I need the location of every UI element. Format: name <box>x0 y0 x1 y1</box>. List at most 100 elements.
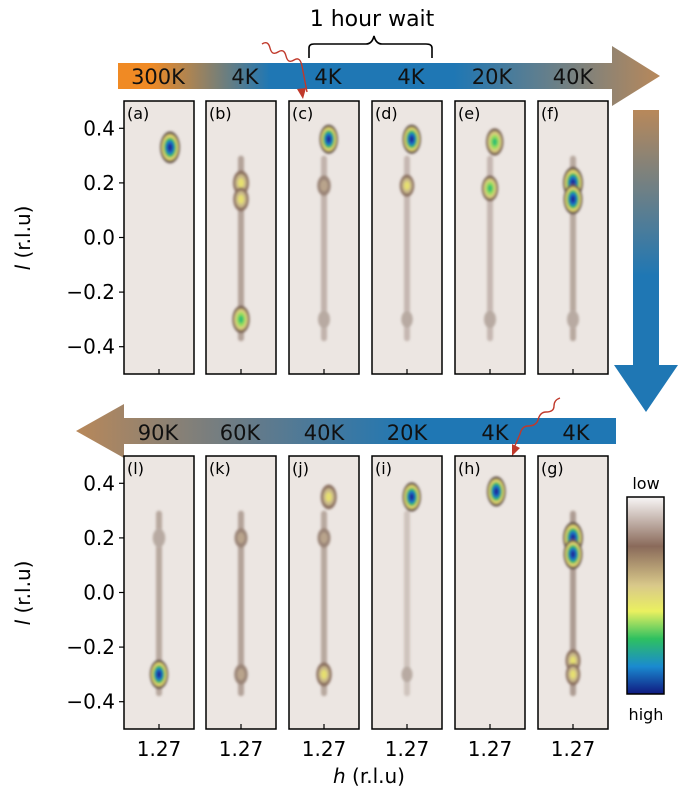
streak <box>238 510 244 697</box>
peak <box>152 528 166 548</box>
y-tick-label: −0.2 <box>66 635 115 659</box>
panel-label: (k) <box>209 459 231 478</box>
peak <box>238 315 244 324</box>
panel-e: (e) <box>454 100 526 375</box>
peak <box>320 532 328 544</box>
x-tick-label: 1.27 <box>551 737 596 761</box>
wait-label: 1 hour wait <box>310 7 435 32</box>
y-tick-label: −0.4 <box>66 690 115 714</box>
streak <box>321 155 327 342</box>
bottom-temp-4: 20K <box>387 421 429 445</box>
panel-label: (i) <box>375 459 392 478</box>
panel-c: (c) <box>288 100 360 375</box>
panel-d: (d) <box>371 100 443 375</box>
bottom-temp-5: 4K <box>481 421 509 445</box>
streak <box>404 155 410 342</box>
streak <box>404 510 410 697</box>
panel-a: (a) 0.4 0.2 0.0 −0.2 −0.4 <box>66 100 195 375</box>
streak <box>487 155 493 342</box>
panel-l: (l) 1.27 0.4 0.2 0.0 −0.2 −0.4 <box>66 455 195 761</box>
top-temp-1: 300K <box>131 65 186 89</box>
peak <box>320 179 328 192</box>
bottom-temp-1: 90K <box>138 421 180 445</box>
down-arrow <box>614 110 678 412</box>
panel-label: (c) <box>292 104 313 123</box>
panel-label: (e) <box>458 104 480 123</box>
stimulus-arrow-top <box>261 41 308 99</box>
bottom-temperature-arrow: 90K 60K 40K 20K 4K 4K <box>76 404 616 458</box>
peak <box>484 310 496 329</box>
bottom-temp-2: 60K <box>220 421 262 445</box>
y-axis-title-top: l (r.l.u) <box>11 206 35 271</box>
top-temp-4: 4K <box>397 65 425 89</box>
y-tick-label: 0.0 <box>83 226 115 250</box>
bottom-temp-6: 4K <box>562 421 590 445</box>
panel-label: (g) <box>541 459 564 478</box>
peak <box>409 135 414 143</box>
peak <box>318 310 330 329</box>
peak <box>409 493 414 501</box>
panel-i: (i) 1.27 <box>371 455 443 761</box>
panel-background <box>124 101 194 374</box>
panels: (a) 0.4 0.2 0.0 −0.2 −0.4 (b) (c) (d) (e) (f) (g) 1.… <box>66 100 609 761</box>
peak <box>237 532 245 544</box>
peak <box>237 178 245 188</box>
panel-h: (h) 1.27 <box>454 455 526 761</box>
panel-k: (k) 1.27 <box>205 455 277 761</box>
y-tick-label: 0.4 <box>83 471 115 495</box>
colorbar-low-label: low <box>632 474 659 493</box>
x-tick-label: 1.27 <box>137 737 182 761</box>
panel-label: (l) <box>127 459 144 478</box>
x-tick-label: 1.27 <box>219 737 264 761</box>
x-tick-label: 1.27 <box>385 737 430 761</box>
peak <box>570 656 576 666</box>
colorbar: low high <box>626 474 665 724</box>
peak <box>570 550 576 558</box>
x-tick-label: 1.27 <box>468 737 513 761</box>
y-tick-label: 0.4 <box>83 116 115 140</box>
y-tick-label: 0.2 <box>83 526 115 550</box>
peak <box>237 668 245 681</box>
y-tick-label: 0.2 <box>83 171 115 195</box>
peak <box>570 670 576 679</box>
peak <box>326 135 331 143</box>
y-tick-label: −0.2 <box>66 280 115 304</box>
panel-label: (h) <box>458 459 481 478</box>
y-tick-label: −0.4 <box>66 335 115 359</box>
panel-g: (g) 1.27 <box>537 455 609 761</box>
peak <box>320 669 328 680</box>
peak <box>156 670 162 678</box>
panel-j: (j) 1.27 <box>288 455 360 761</box>
panel-label: (d) <box>375 104 398 123</box>
peak <box>401 311 413 328</box>
streak <box>156 510 162 697</box>
panel-label: (a) <box>127 104 149 123</box>
peak <box>401 666 413 683</box>
top-temp-3: 4K <box>314 65 342 89</box>
x-axis-title: h (r.l.u) <box>333 764 405 788</box>
top-temperature-arrow: 300K 4K 4K 4K 20K 40K <box>118 46 660 106</box>
colorbar-high-label: high <box>629 705 664 724</box>
peak <box>167 143 173 152</box>
bottom-temp-3: 40K <box>304 421 346 445</box>
top-temp-6: 40K <box>553 65 595 89</box>
top-temp-2: 4K <box>231 65 259 89</box>
x-tick-label: 1.27 <box>302 737 347 761</box>
stimulus-arrow-bottom <box>512 397 561 456</box>
peak <box>404 181 410 190</box>
wait-brace: 1 hour wait <box>308 7 435 58</box>
peak <box>493 487 499 496</box>
panel-label: (b) <box>209 104 232 123</box>
peak <box>325 492 332 502</box>
peak <box>570 195 576 203</box>
panel-label: (j) <box>292 459 309 478</box>
peak <box>492 137 498 147</box>
peak <box>567 310 579 329</box>
peak <box>487 184 493 193</box>
peak <box>237 194 245 204</box>
y-tick-label: 0.0 <box>83 581 115 605</box>
streak <box>321 510 327 697</box>
y-axis-title-bottom: l (r.l.u) <box>11 561 35 626</box>
panel-label: (f) <box>541 104 559 123</box>
